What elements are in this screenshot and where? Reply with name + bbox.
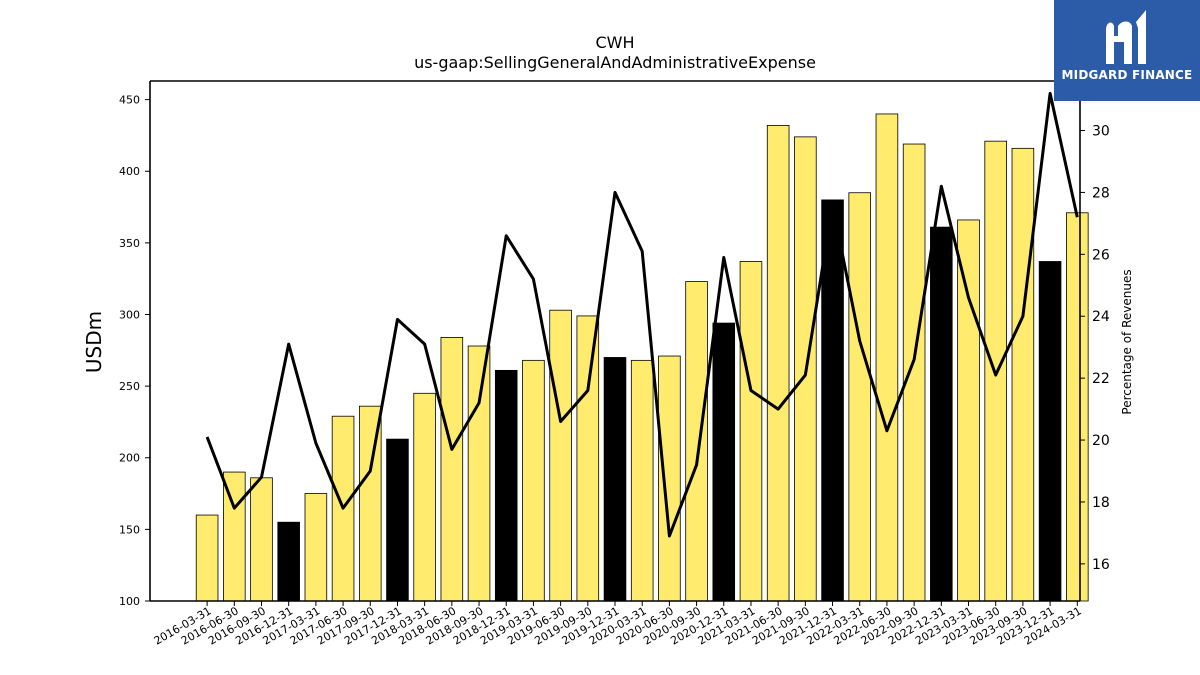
right-tick-label: 28 — [1092, 185, 1110, 201]
bar-2018-12-31 — [494, 369, 518, 602]
bar-2022-06-30 — [875, 113, 899, 602]
bar-2024-03-31 — [1066, 212, 1089, 602]
bar-2018-06-30 — [440, 337, 464, 602]
bar-2017-12-31 — [386, 438, 409, 602]
bar-2023-12-31 — [1038, 261, 1062, 602]
bar-2016-03-31 — [195, 514, 219, 602]
bar-2019-03-31 — [522, 359, 545, 602]
bar-2018-03-31 — [413, 392, 436, 602]
chart-title: CWH — [595, 33, 634, 52]
bar-2020-12-31 — [712, 322, 736, 602]
bar-group — [195, 113, 1089, 602]
right-tick-label: 24 — [1092, 309, 1110, 325]
left-tick-label: 100 — [119, 595, 140, 608]
bar-2019-06-30 — [549, 309, 572, 602]
percentage-line — [205, 91, 1079, 538]
right-axis-ticks: 16 18 20 22 24 26 28 30 — [1080, 124, 1110, 573]
brand-logo: MIDGARD FINANCE — [1054, 0, 1200, 101]
left-tick-label: 400 — [119, 165, 140, 178]
y-axis-label-left: USDm — [82, 311, 106, 373]
bar-2023-09-30 — [1011, 147, 1035, 602]
bar-2019-09-30 — [576, 315, 600, 602]
right-tick-label: 16 — [1092, 557, 1110, 573]
bar-2023-03-31 — [957, 219, 980, 602]
left-tick-label: 350 — [119, 237, 140, 250]
chart-subtitle: us-gaap:SellingGeneralAndAdministrativeE… — [414, 53, 816, 72]
left-tick-label: 150 — [119, 523, 140, 536]
bar-2017-03-31 — [304, 493, 328, 602]
left-tick-label: 300 — [119, 308, 140, 321]
right-tick-label: 22 — [1092, 371, 1110, 387]
y-axis-label-right: Percentage of Revenues — [1120, 269, 1134, 414]
right-tick-label: 26 — [1092, 247, 1110, 263]
bar-2021-06-30 — [766, 125, 790, 602]
left-axis-ticks: 100 150 200 250 300 350 400 450 — [119, 94, 150, 608]
left-tick-label: 200 — [119, 452, 140, 465]
left-tick-label: 450 — [119, 94, 140, 107]
bar-2022-09-30 — [902, 143, 926, 602]
bar-2022-03-31 — [848, 192, 872, 602]
x-axis-ticks: 2016-03-312016-06-302016-09-302016-12-31… — [152, 601, 1084, 648]
bar-2021-03-31 — [739, 261, 763, 602]
bar-2020-03-31 — [630, 359, 654, 602]
right-tick-label: 20 — [1092, 433, 1110, 449]
bar-2020-06-30 — [658, 355, 681, 602]
logo-brand-text: MIDGARD FINANCE — [1061, 68, 1193, 82]
bar-2016-09-30 — [250, 477, 273, 602]
right-tick-label: 18 — [1092, 495, 1110, 511]
right-tick-label: 30 — [1092, 124, 1110, 140]
bar-2018-09-30 — [467, 345, 491, 602]
bar-2020-09-30 — [685, 281, 708, 602]
bar-2019-12-31 — [603, 357, 627, 602]
left-tick-label: 250 — [119, 380, 140, 393]
line-group — [205, 91, 1079, 538]
bar-2022-12-31 — [930, 226, 953, 602]
bar-2016-12-31 — [277, 521, 300, 602]
logo-mark-icon — [1106, 10, 1146, 64]
